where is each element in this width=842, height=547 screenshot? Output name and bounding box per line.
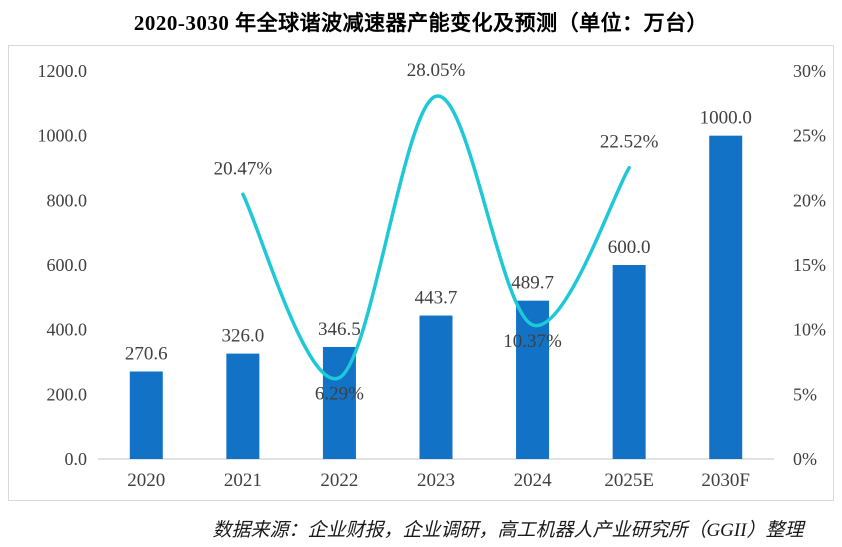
x-axis-label: 2025E xyxy=(604,470,654,491)
source-note: 数据来源：企业财报，企业调研，高工机器人产业研究所（GGII）整理 xyxy=(212,520,804,541)
bar-value-label: 489.7 xyxy=(511,273,554,294)
bar xyxy=(226,353,260,459)
y-axis-tick-left: 1000.0 xyxy=(38,126,88,146)
y-axis-tick-right: 10% xyxy=(793,320,826,340)
chart-title: 2020-3030 年全球谐波减速器产能变化及预测（单位：万台） xyxy=(133,11,709,35)
bar xyxy=(129,371,163,459)
y-axis-tick-right: 25% xyxy=(793,126,826,146)
line-point-label: 6.29% xyxy=(315,384,364,405)
y-axis-tick-left: 200.0 xyxy=(47,384,88,404)
y-axis-tick-left: 0.0 xyxy=(65,449,88,469)
bar xyxy=(612,265,646,459)
line-point-label: 22.52% xyxy=(600,132,659,153)
x-axis-label: 2030F xyxy=(701,470,750,491)
y-axis-tick-right: 15% xyxy=(793,255,826,275)
y-axis-tick-left: 800.0 xyxy=(47,190,88,210)
y-axis-tick-right: 0% xyxy=(793,449,817,469)
x-axis-label: 2024 xyxy=(514,470,553,491)
y-axis-tick-left: 1200.0 xyxy=(38,61,88,81)
chart-canvas: 0.0 200.0 400.0 600.0 800.0 1000.0 1200.0 0% 5% 1… xyxy=(38,60,827,491)
line-point-label: 20.47% xyxy=(214,158,273,179)
bar-value-label: 1000.0 xyxy=(700,108,752,129)
bar-value-label: 443.7 xyxy=(415,288,458,309)
y-axis-tick-right: 20% xyxy=(793,190,826,210)
x-axis-label: 2023 xyxy=(417,470,455,491)
bar xyxy=(709,135,743,459)
line-point-label: 10.37% xyxy=(503,331,562,352)
line-point-label: 28.05% xyxy=(407,60,466,81)
y-axis-tick-right: 5% xyxy=(793,384,817,404)
y-axis-tick-left: 400.0 xyxy=(47,320,88,340)
bar xyxy=(516,300,550,459)
bar-value-label: 326.0 xyxy=(221,326,264,347)
bar-value-label: 270.6 xyxy=(125,344,168,365)
y-axis-tick-right: 30% xyxy=(793,61,826,81)
bar xyxy=(419,315,453,459)
y-axis-tick-left: 600.0 xyxy=(47,255,88,275)
x-axis-label: 2020 xyxy=(127,470,165,491)
line-series-path xyxy=(241,94,631,381)
bar-value-label: 346.5 xyxy=(318,319,361,340)
x-axis-label: 2022 xyxy=(320,470,358,491)
chart-frame: 0.0 200.0 400.0 600.0 800.0 1000.0 1200.0 0% 5% 1… xyxy=(8,45,834,501)
bar-value-label: 600.0 xyxy=(608,237,651,258)
x-axis-label: 2021 xyxy=(224,470,262,491)
